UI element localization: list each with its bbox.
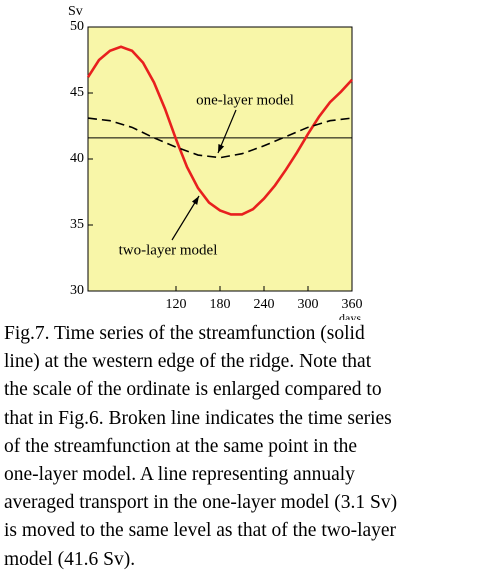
x-axis-label: days — [339, 311, 361, 320]
caption-line: model (41.6 Sv). — [4, 548, 136, 570]
y-axis-label: Sv — [68, 4, 83, 19]
series-label: two-layer model — [119, 242, 218, 258]
arrow-head — [218, 144, 225, 153]
series-label: one-layer model — [196, 92, 294, 108]
chart: Sv days 30 35 40 45 50 120 180 240 300 360 one-lay… — [68, 4, 363, 320]
caption: Fig.7. Time series of the streamfunction… — [4, 320, 488, 574]
y-tick-label: 40 — [70, 151, 84, 166]
caption-line: that in Fig.6. Broken line indicates the… — [4, 407, 392, 429]
caption-line: Fig.7. Time series of the streamfunction… — [4, 323, 365, 344]
caption-line: is moved to the same level as that of th… — [4, 520, 397, 542]
caption-line: the scale of the ordinate is enlarged co… — [4, 379, 382, 401]
caption-line: averaged transport in the one-layer mode… — [4, 492, 398, 514]
y-tick-label: 35 — [70, 217, 84, 232]
y-tick-label: 50 — [70, 19, 84, 34]
x-tick-label: 180 — [210, 297, 231, 312]
x-tick-label: 300 — [298, 297, 319, 312]
x-tick-label: 240 — [254, 297, 275, 312]
caption-line: line) at the western edge of the ridge. … — [4, 351, 372, 373]
caption-line: of the streamfunction at the same point … — [4, 435, 358, 457]
x-tick-label: 360 — [342, 297, 363, 312]
arrow-head — [191, 196, 199, 205]
arrow-shaft — [171, 195, 200, 241]
x-tick-label: 120 — [166, 297, 187, 312]
series-line — [86, 45, 353, 216]
plot-area — [87, 26, 353, 292]
y-tick-label: 45 — [70, 85, 84, 100]
caption-line: one-layer model. A line representing ann… — [4, 464, 355, 486]
y-tick-label: 30 — [70, 283, 84, 298]
series-line — [87, 117, 353, 159]
